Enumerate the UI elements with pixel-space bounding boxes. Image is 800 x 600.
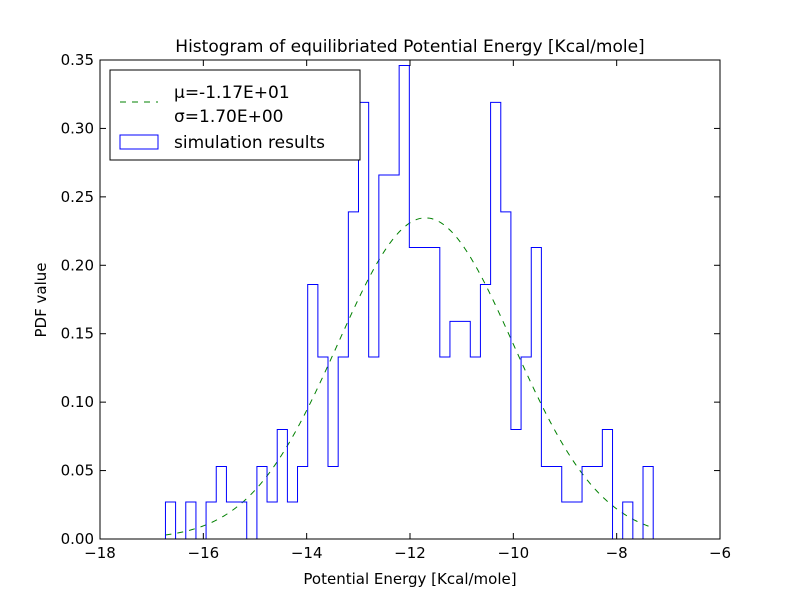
y-axis-ticks: 0.00 0.05 0.10 0.15 0.20 0.25 0.30 0.35 bbox=[61, 51, 720, 548]
legend: μ=-1.17E+01 σ=1.70E+00 simulation result… bbox=[109, 69, 361, 161]
x-tick-label: −16 bbox=[188, 544, 220, 562]
x-tick-label: −6 bbox=[709, 544, 731, 562]
legend-histogram-swatch bbox=[119, 134, 159, 150]
y-tick-label: 0.20 bbox=[61, 256, 94, 274]
legend-frame bbox=[109, 69, 361, 161]
y-tick-label: 0.10 bbox=[61, 393, 94, 411]
y-tick-label: 0.05 bbox=[61, 462, 94, 480]
series-layer bbox=[164, 64, 654, 540]
x-tick-label: −18 bbox=[84, 544, 116, 562]
y-tick-label: 0.00 bbox=[61, 530, 94, 548]
x-tick-label: −14 bbox=[291, 544, 323, 562]
histogram-step-outline bbox=[164, 64, 654, 540]
y-tick-label: 0.35 bbox=[61, 51, 94, 69]
x-tick-label: −10 bbox=[498, 544, 530, 562]
x-axis-label: Potential Energy [Kcal/mole] bbox=[303, 570, 516, 588]
legend-sigma-label: σ=1.70E+00 bbox=[174, 107, 284, 127]
chart-title: Histogram of equilibriated Potential Ene… bbox=[175, 37, 644, 57]
x-tick-label: −8 bbox=[606, 544, 628, 562]
legend-histogram-label: simulation results bbox=[174, 133, 325, 153]
y-tick-label: 0.30 bbox=[61, 119, 94, 137]
y-axis-label: PDF value bbox=[32, 263, 50, 338]
x-axis-ticks: −18 −16 −14 −12 −10 −8 −6 bbox=[84, 60, 731, 562]
x-tick-label: −12 bbox=[394, 544, 426, 562]
y-tick-label: 0.15 bbox=[61, 325, 94, 343]
y-tick-label: 0.25 bbox=[61, 188, 94, 206]
legend-mu-label: μ=-1.17E+01 bbox=[174, 83, 290, 103]
